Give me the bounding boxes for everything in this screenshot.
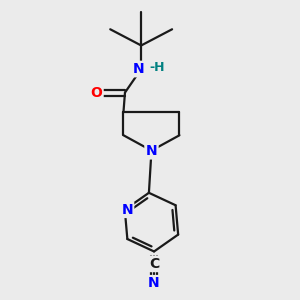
Text: N: N	[133, 62, 145, 76]
Text: -H: -H	[149, 61, 165, 74]
Text: O: O	[91, 85, 102, 100]
Text: C: C	[149, 257, 159, 271]
Text: N: N	[146, 144, 157, 158]
Text: N: N	[121, 203, 133, 217]
Text: N: N	[148, 276, 160, 290]
